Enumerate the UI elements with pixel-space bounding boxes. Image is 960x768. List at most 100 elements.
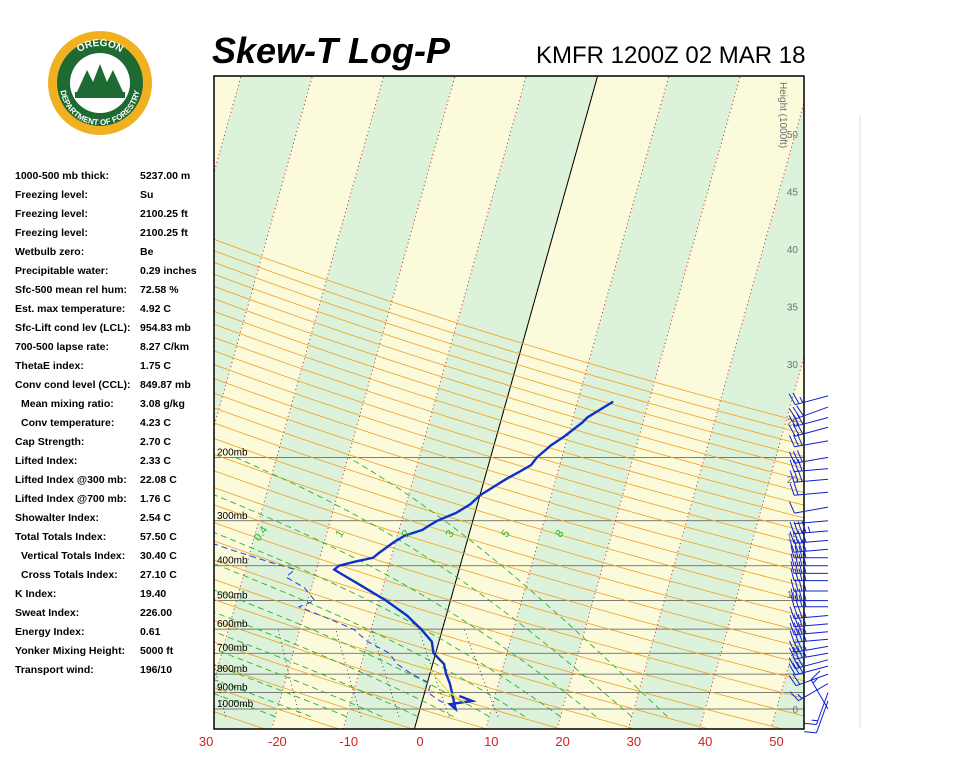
index-row: Conv temperature: 4.23 C (15, 415, 215, 434)
index-row: Freezing level: 2100.25 ft (15, 206, 215, 225)
wind-barb-shaft (789, 539, 829, 553)
index-value: 72.58 % (140, 284, 179, 296)
index-label: ThetaE index: (15, 360, 84, 372)
wind-barb-shaft (789, 614, 829, 628)
wind-barb (810, 670, 829, 710)
index-value: 22.08 C (140, 474, 177, 486)
isotherm (0, 76, 98, 729)
wind-barb (790, 553, 829, 567)
index-row: Est. max temperature: 4.92 C (15, 301, 215, 320)
plot-area (0, 76, 804, 729)
index-row: Sfc-500 mean rel hum: 72.58 % (15, 282, 215, 301)
wind-barb (794, 520, 829, 525)
dry-adiabat (214, 336, 804, 519)
index-label: Mean mixing ratio: (21, 398, 114, 410)
index-row: Mean mixing ratio: 3.08 g/kg (15, 396, 215, 415)
wind-barb-shaft (789, 469, 829, 483)
index-label: K Index: (15, 588, 57, 600)
index-row: 700-500 lapse rate: 8.27 C/km (15, 339, 215, 358)
wind-barb-shaft (789, 646, 829, 660)
height-axis-label: Height (1000ft) (777, 82, 788, 148)
index-label: Cross Totals Index: (21, 569, 118, 581)
index-value: 2100.25 ft (140, 227, 188, 239)
wind-barb-shaft (789, 501, 829, 514)
index-value: 196/10 (140, 664, 173, 676)
index-value: 5237.00 m (140, 170, 191, 182)
wind-barb-shaft (790, 568, 829, 582)
wind-barb (788, 655, 829, 670)
wind-barb (788, 422, 829, 437)
index-label: Freezing level: (15, 189, 88, 201)
wind-barb (789, 433, 829, 448)
dry-adiabat (214, 261, 804, 446)
wind-barb-shaft (789, 639, 829, 653)
index-row: Transport wind: 196/10 (15, 662, 215, 681)
isotherm (0, 76, 170, 729)
pressure-label: 800mb (217, 664, 248, 675)
mixing-ratio-line (463, 628, 499, 717)
height-tick-label: 30 (787, 360, 799, 371)
pressure-label: 900mb (217, 683, 248, 694)
wind-barb-shaft (789, 459, 829, 473)
index-value: 8.27 C/km (140, 341, 190, 353)
dry-adiabat (214, 238, 804, 424)
wind-barb-shaft (794, 520, 829, 525)
index-label: Sweat Index: (15, 607, 80, 619)
height-tick-label: 35 (787, 303, 799, 314)
dry-adiabat (214, 470, 804, 649)
mixing-ratio-label: 5 (499, 528, 512, 540)
pressure-label: 300mb (217, 511, 248, 522)
height-tick-label: 40 (787, 245, 799, 256)
index-label: 1000-500 mb thick: (15, 170, 109, 182)
wind-barb-shaft (788, 661, 829, 676)
mixing-ratio-line (277, 629, 301, 717)
index-value: 2.33 C (140, 455, 171, 467)
index-value: 2.54 C (140, 512, 171, 524)
wind-barb-shaft (788, 655, 829, 670)
index-row: Vertical Totals Index: 30.40 C (15, 548, 215, 567)
pressure-label: 1000mb (217, 699, 254, 710)
dry-adiabat (214, 522, 804, 699)
wind-barb (790, 588, 829, 602)
mixing-ratio-line (418, 628, 450, 717)
index-row: Energy Index: 0.61 (15, 624, 215, 643)
logo-top-text: OREGON (75, 38, 125, 55)
height-tick-label: 5 (792, 648, 798, 659)
moist-adiabat (235, 456, 633, 717)
index-label: Wetbulb zero: (15, 246, 85, 258)
index-value: 19.40 (140, 588, 167, 600)
wind-barb (789, 683, 829, 702)
index-value: 27.10 C (140, 569, 177, 581)
index-row: K Index: 19.40 (15, 586, 215, 605)
index-row: Freezing level: 2100.25 ft (15, 225, 215, 244)
dry-adiabat (214, 504, 804, 682)
wind-barb (789, 501, 829, 514)
index-row: Lifted Index @700 mb: 1.76 C (15, 491, 215, 510)
height-tick-label: 25 (787, 418, 799, 429)
index-row: Precipitable water: 0.29 inches (15, 263, 215, 282)
oregon-forestry-logo: OREGON DEPARTMENT OF FORESTRY (48, 31, 152, 135)
index-row: Sfc-Lift cond lev (LCL): 954.83 mb (15, 320, 215, 339)
wind-barb (789, 629, 829, 643)
mixing-ratio-label: 8 (553, 528, 566, 540)
wind-barb (789, 520, 829, 535)
svg-text:OREGON: OREGON (75, 38, 125, 55)
index-value: 4.23 C (140, 417, 171, 429)
wind-barb-shaft (789, 629, 829, 643)
wind-barb-shaft (788, 405, 829, 420)
dry-adiabat (214, 298, 804, 481)
moist-adiabat (214, 532, 561, 717)
index-value: 226.00 (140, 607, 173, 619)
index-label: Vertical Totals Index: (21, 550, 126, 562)
index-value: 1.76 C (140, 493, 171, 505)
wind-barb-shaft (789, 450, 829, 464)
wind-barb (788, 413, 829, 427)
x-tick-label: 20 (555, 734, 569, 749)
dry-adiabat (214, 364, 804, 545)
temperature-band (770, 610, 804, 729)
wind-barb (789, 459, 829, 473)
temperature-band (628, 102, 804, 729)
indices-panel: 1000-500 mb thick: 5237.00 m Freezing leve… (15, 168, 215, 681)
dry-adiabat (214, 599, 636, 729)
index-label: Cap Strength: (15, 436, 85, 448)
